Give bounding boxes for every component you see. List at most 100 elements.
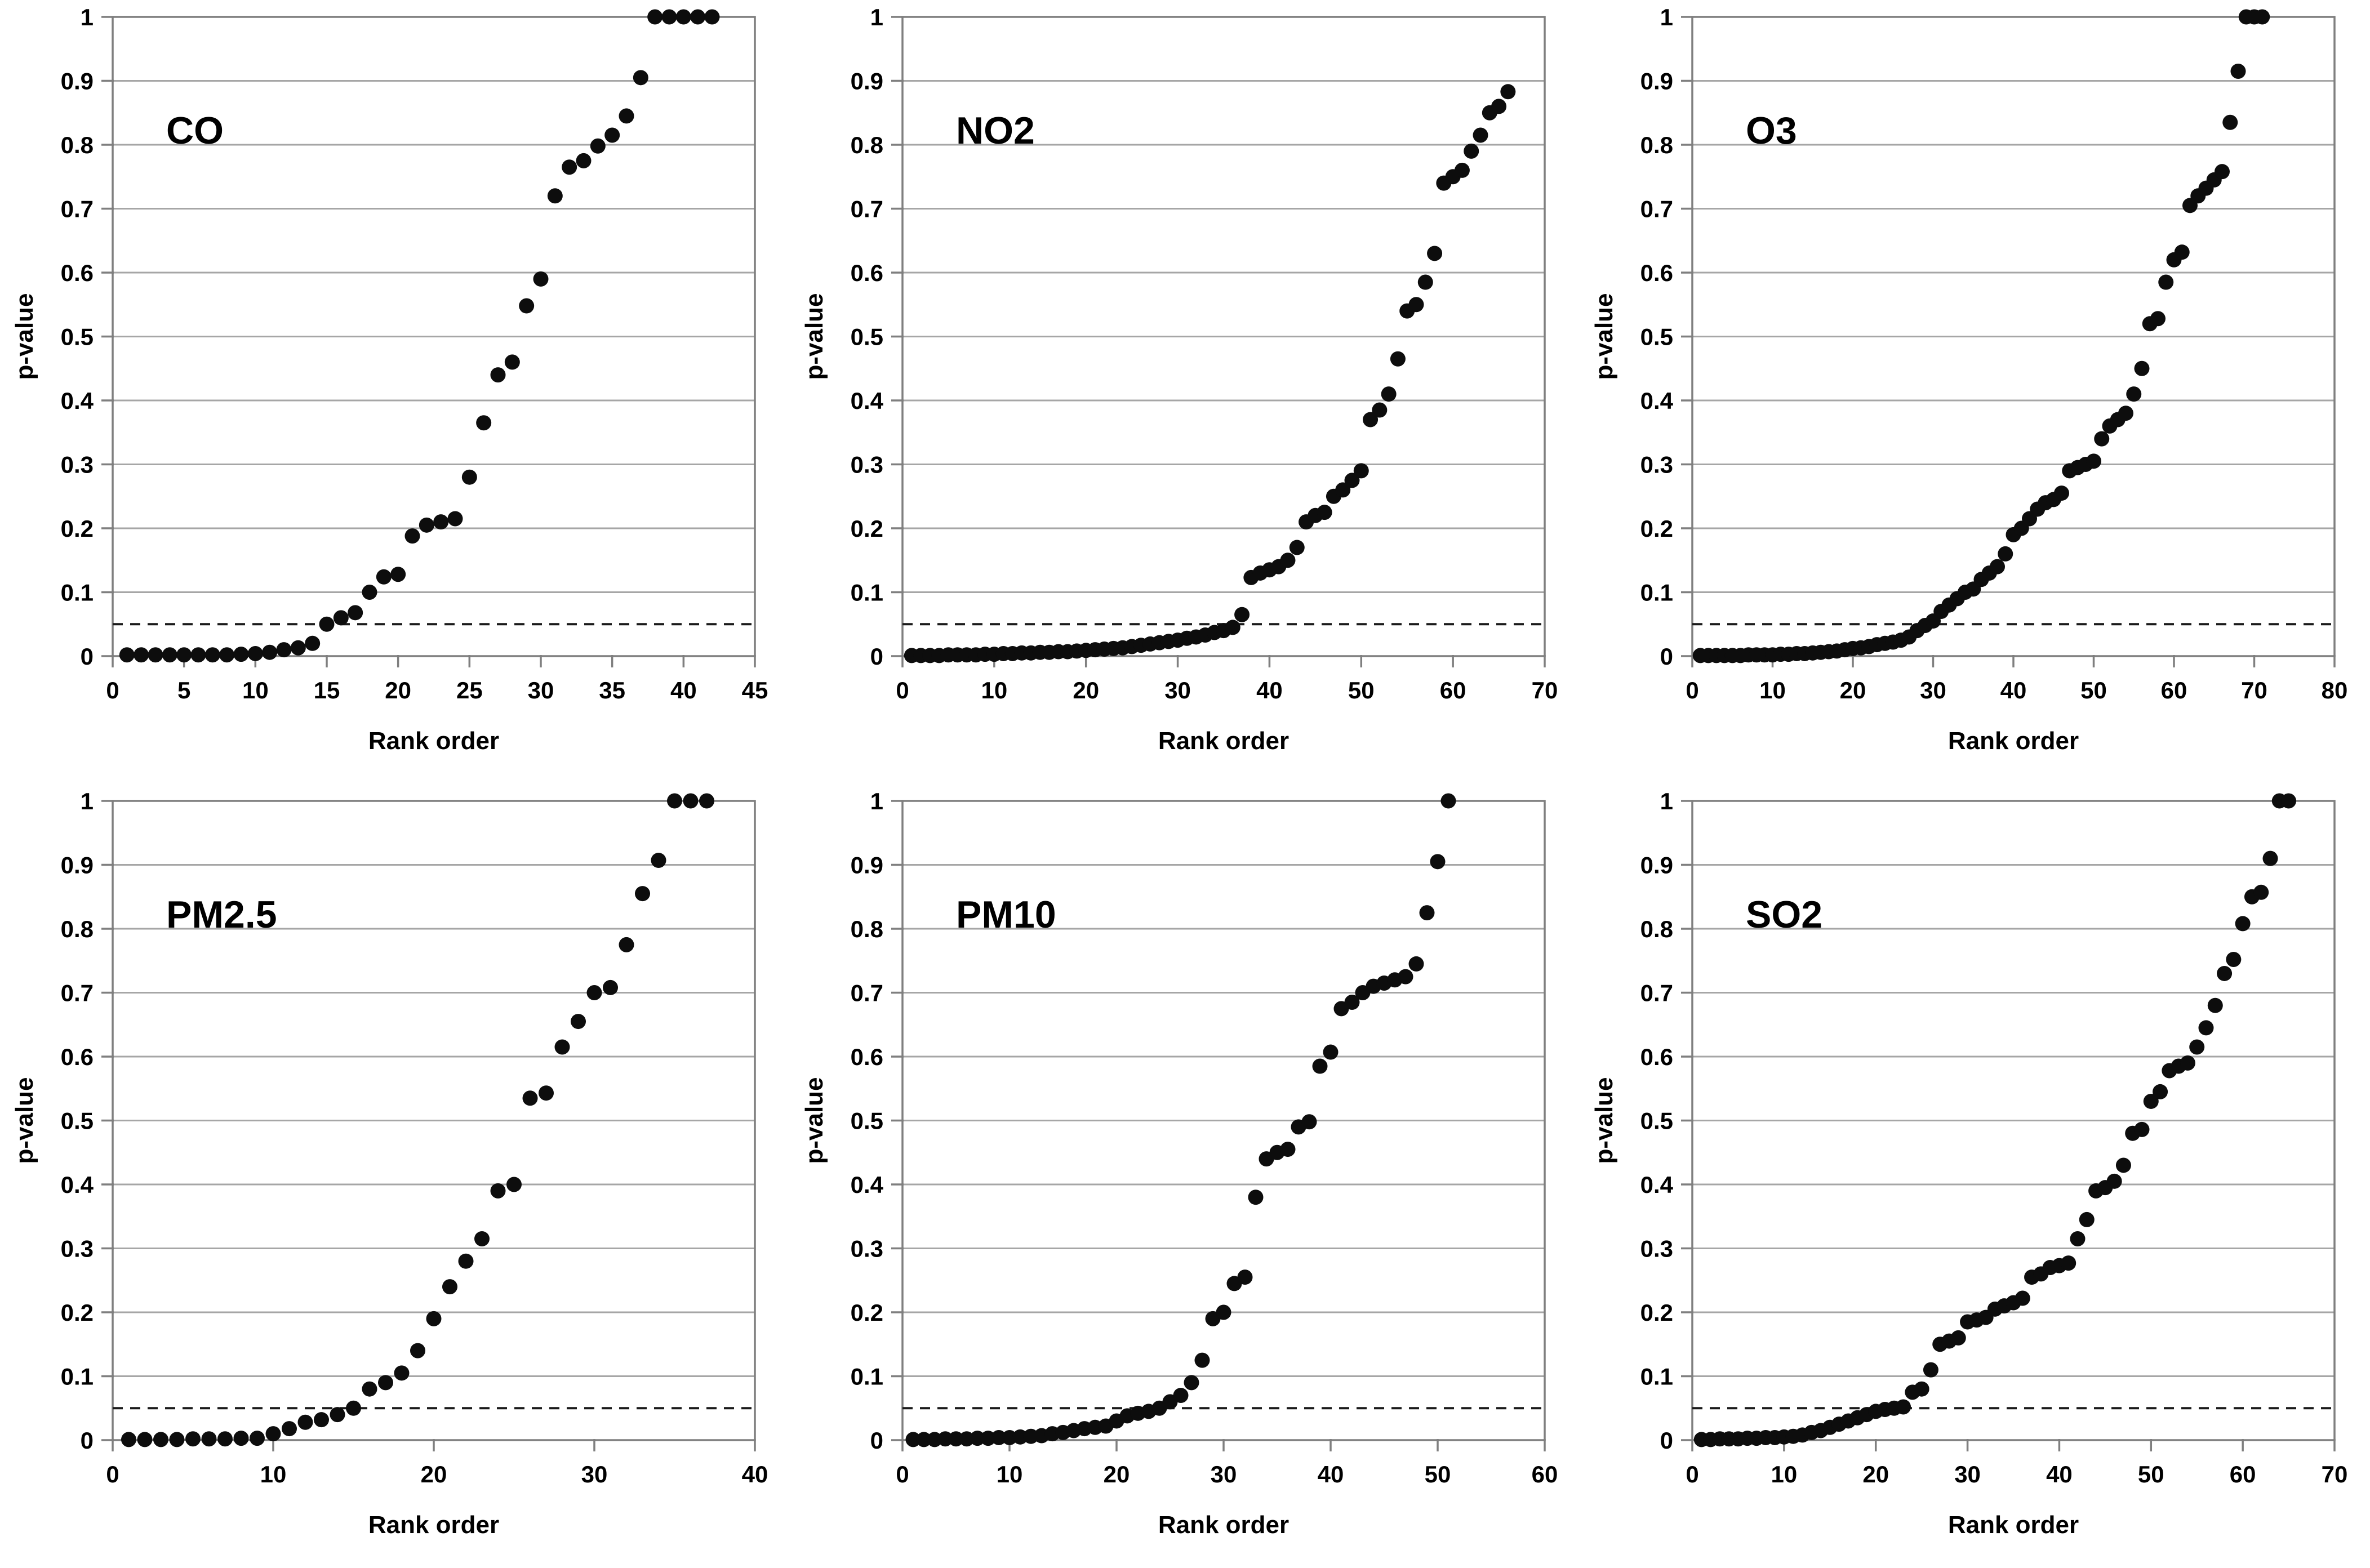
data-point: [2134, 1121, 2150, 1137]
data-point: [667, 793, 682, 809]
scatter-plot-pm2.5: 00.10.20.30.40.50.60.70.80.910 10 20 30 40PM…: [11, 788, 768, 1539]
y-tick-label: 0.8: [851, 132, 883, 158]
x-tick-label: 40: [2000, 677, 2027, 703]
y-tick-label: 0.9: [61, 68, 94, 95]
x-tick-label: 20: [1862, 1461, 1889, 1487]
x-tick-label: 60: [1532, 1461, 1558, 1487]
data-point: [265, 1426, 281, 1442]
data-point: [2180, 1055, 2195, 1071]
data-point: [571, 1014, 586, 1030]
data-point: [2054, 485, 2069, 501]
y-axis-title: p-value: [11, 293, 38, 380]
data-point: [970, 1431, 985, 1446]
y-tick-label: 0.7: [851, 980, 883, 1006]
data-point: [1344, 995, 1360, 1010]
chart-panel-so2: 0 0.1 0.2 0.3 0.4 0.5 0.6 0.7 0.8 0.9 1 0 10 20 30 40 50…: [1580, 784, 2369, 1568]
data-point: [2262, 850, 2278, 866]
chart-panel-o3: 0 0.1 0.2 0.3 0.4 0.5 0.6 0.7 0.8 0.9 1 0 10 20 30 40 50…: [1580, 0, 2369, 784]
data-point: [1372, 402, 1388, 418]
y-tick-label: 0.1: [851, 580, 883, 606]
y-tick-label: 0.7: [1640, 980, 1673, 1006]
data-point: [704, 9, 720, 25]
data-point: [2094, 431, 2110, 447]
y-tick-label: 0.4: [61, 387, 94, 414]
data-point: [490, 1183, 506, 1199]
y-tick-label: 1: [870, 788, 883, 814]
data-point: [476, 415, 492, 431]
data-point: [378, 1375, 393, 1391]
data-point: [404, 528, 420, 544]
x-tick-label: 10: [1771, 1461, 1797, 1487]
data-point: [2086, 453, 2101, 469]
y-tick-label: 0.4: [851, 387, 884, 414]
y-tick-label: 0: [1660, 643, 1673, 670]
x-tick-label: 40: [2046, 1461, 2073, 1487]
data-point: [250, 1431, 265, 1446]
y-tick-label: 0.5: [851, 324, 883, 350]
data-point: [635, 886, 650, 902]
y-tick-label: 0.8: [1640, 916, 1673, 942]
data-point: [604, 127, 620, 143]
x-axis-title: Rank order: [1158, 1511, 1289, 1539]
panel-title: PM10: [956, 893, 1056, 936]
y-tick-label: 1: [870, 4, 883, 30]
y-tick-label: 0.4: [1640, 387, 1674, 414]
data-point: [314, 1412, 329, 1428]
y-tick-label: 1: [1660, 4, 1673, 30]
data-point: [1923, 1362, 1938, 1378]
data-point: [661, 9, 677, 25]
data-point: [176, 647, 192, 663]
x-tick-label: 10: [981, 677, 1007, 703]
data-point: [458, 1253, 474, 1269]
data-point: [204, 647, 220, 663]
data-point: [1280, 1142, 1296, 1157]
data-point: [1427, 246, 1443, 261]
data-point: [1301, 1114, 1317, 1130]
data-point: [276, 642, 292, 658]
x-tick-label: 10: [997, 1461, 1023, 1487]
x-tick-label: 30: [581, 1461, 608, 1487]
data-point: [1173, 1388, 1189, 1404]
data-point: [1335, 482, 1351, 498]
data-point: [333, 610, 349, 626]
data-point: [390, 567, 406, 582]
data-point: [1417, 274, 1433, 290]
x-tick-label: 0: [1686, 677, 1698, 703]
data-point: [1950, 1330, 1966, 1346]
y-axis-title: p-value: [801, 1077, 828, 1164]
data-point: [2226, 951, 2242, 967]
data-point: [2015, 1290, 2030, 1306]
y-tick-label: 0.5: [61, 324, 94, 350]
data-point: [2153, 1084, 2168, 1099]
data-point: [1280, 553, 1296, 568]
y-tick-label: 0.8: [61, 916, 94, 942]
data-point: [2281, 793, 2297, 809]
data-point: [633, 70, 648, 86]
data-point: [247, 645, 263, 661]
data-point: [1225, 620, 1240, 635]
data-point: [290, 640, 306, 656]
y-tick-label: 0.7: [61, 196, 94, 222]
x-tick-label: 0: [1686, 1461, 1698, 1487]
data-point: [590, 138, 606, 154]
data-point: [554, 1039, 570, 1055]
x-tick-label: 15: [314, 677, 340, 703]
data-point: [169, 1432, 185, 1447]
y-tick-label: 0.6: [851, 1044, 883, 1070]
data-point: [1408, 956, 1424, 972]
x-tick-label: 40: [1256, 677, 1283, 703]
data-point: [2222, 114, 2238, 130]
y-tick-label: 0.8: [1640, 132, 1673, 158]
x-tick-label: 0: [896, 1461, 909, 1487]
data-point: [219, 647, 235, 663]
y-tick-label: 0.6: [1640, 1044, 1673, 1070]
y-tick-label: 0.9: [1640, 852, 1673, 879]
data-point: [297, 1414, 313, 1430]
data-point: [2189, 1039, 2205, 1055]
data-point: [362, 585, 377, 600]
data-point: [2207, 997, 2223, 1013]
data-point: [426, 1311, 442, 1326]
y-tick-label: 0.2: [61, 1299, 94, 1326]
data-point: [916, 1432, 932, 1447]
data-point: [442, 1279, 457, 1295]
